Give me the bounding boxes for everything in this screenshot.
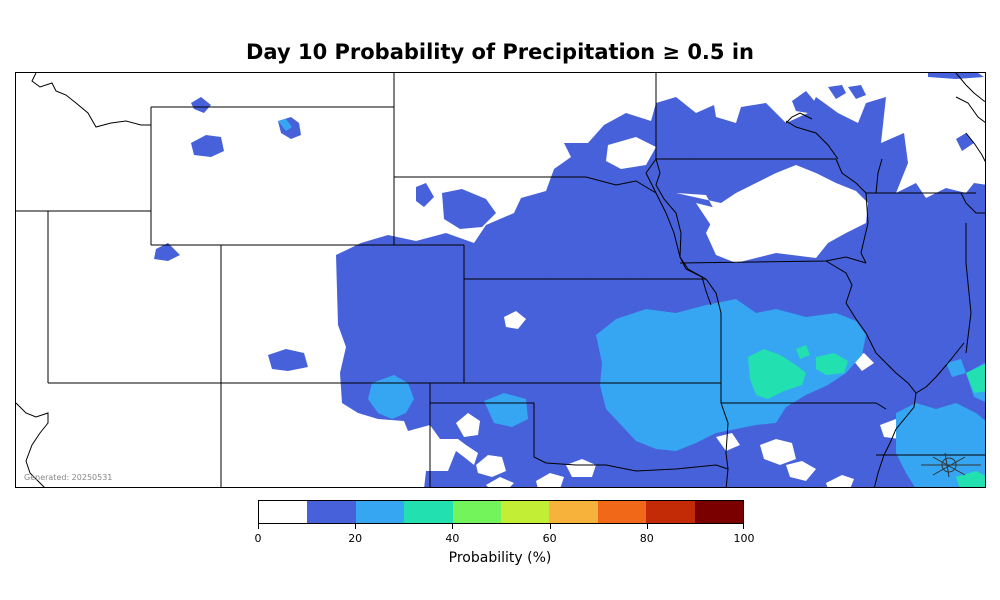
colorbar-tick-label: 40 — [445, 532, 460, 545]
colorado-blob-2 — [378, 283, 390, 303]
colorado-blob-1 — [338, 249, 378, 333]
colorado-light-blob — [278, 119, 292, 131]
minnesota-blob-1 — [792, 91, 816, 113]
probability-20-30-regions — [278, 119, 985, 487]
colorbar-bin — [501, 501, 550, 523]
probability-10-20-regions — [154, 73, 985, 487]
nebraska-nw-blob — [442, 189, 496, 229]
kansas-nw-blob — [412, 267, 436, 293]
colorbar-bin — [259, 501, 308, 523]
southeast-light-region — [896, 403, 985, 487]
ne-corner-blob — [928, 73, 984, 79]
colorbar-ticks: 0 20 40 60 80 100 — [255, 524, 755, 545]
colorbar-tick-mark — [258, 524, 259, 529]
iowa-blob-2 — [616, 215, 632, 229]
minnesota-blob-2 — [828, 85, 846, 99]
wyoming-blob-2 — [191, 135, 224, 157]
rivers — [16, 73, 985, 487]
indiana-blob — [914, 247, 928, 267]
illinois-light-blob — [946, 359, 966, 377]
colorbar-tick-mark — [549, 524, 551, 529]
illinois-blob-1 — [892, 211, 908, 225]
colorbar-bin — [307, 501, 356, 523]
nebraska-iowa-band — [536, 195, 666, 279]
precipitation-map — [16, 73, 985, 487]
northern-iowa-region — [652, 151, 731, 215]
colorbar-tick-mark — [743, 524, 744, 529]
oklahoma-light-region — [484, 393, 528, 427]
colorbar-tick-label: 100 — [733, 532, 755, 545]
colorbar — [258, 500, 744, 524]
state-boundaries — [16, 73, 985, 487]
probability-30-40-regions — [748, 345, 985, 487]
colorbar-tick-label: 0 — [254, 532, 262, 545]
colorbar-bin — [404, 501, 453, 523]
colorbar-tick-mark — [646, 524, 648, 529]
nebraska-w-blob — [416, 183, 434, 207]
michigan-blob — [956, 133, 974, 151]
generated-timestamp: Generated: 20250531 — [24, 473, 113, 482]
missouri-arkansas-region — [596, 299, 866, 451]
colorbar-bin — [694, 501, 744, 523]
colorbar-tick-label: 60 — [542, 532, 557, 545]
colorbar-bin — [597, 501, 647, 523]
colorbar-bin — [646, 501, 695, 523]
colorado-central-blob — [268, 349, 308, 371]
below-10-holes — [426, 137, 908, 487]
wyoming-blob-1 — [191, 97, 211, 113]
map-title: Day 10 Probability of Precipitation ≥ 0.… — [246, 40, 754, 64]
wisconsin-blob-1 — [872, 161, 891, 177]
colorbar-label: Probability (%) — [448, 550, 552, 566]
illinois-blob-2 — [896, 231, 912, 245]
colorbar-tick-mark — [355, 524, 357, 529]
colorbar-bin — [355, 501, 405, 523]
minnesota-blob-3 — [848, 85, 866, 99]
wisconsin-blob-2 — [874, 191, 888, 203]
map-panel — [15, 72, 986, 488]
colorbar-tick-label: 80 — [639, 532, 654, 545]
utah-blob — [154, 243, 180, 261]
colorbar-bin — [549, 501, 598, 523]
iowa-blob-1 — [628, 249, 651, 279]
colorbar-tick-mark — [452, 524, 454, 529]
colorbar-tick-label: 20 — [348, 532, 363, 545]
watermark-logo — [921, 452, 981, 478]
kansas-light-region — [368, 375, 414, 419]
minnesota-blob-4 — [706, 121, 718, 133]
colorbar-bin — [452, 501, 502, 523]
